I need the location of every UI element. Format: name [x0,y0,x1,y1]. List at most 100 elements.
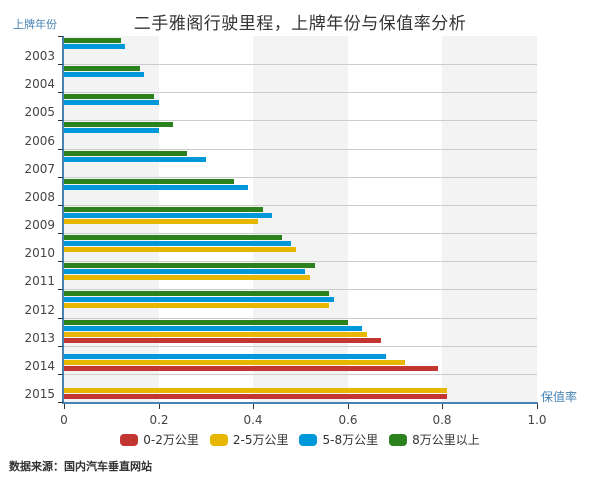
bar-2011-2-5万公里[interactable] [64,275,310,280]
legend-swatch [209,433,228,446]
y-tick [58,374,63,375]
x-tick [159,404,160,409]
data-source-note: 数据来源：国内汽车垂直网站 [9,460,152,473]
grid-line [64,233,537,234]
x-tick [348,404,349,409]
y-tick [58,92,63,93]
grid-line [64,289,537,290]
bar-2007-5-8万公里[interactable] [64,157,206,162]
bar-2013-2-5万公里[interactable] [64,332,367,337]
bar-2015-2-5万公里[interactable] [64,388,447,393]
bar-2007-8万公里以上[interactable] [64,151,187,156]
bar-2009-2-5万公里[interactable] [64,219,258,224]
x-tick [253,404,254,409]
bar-2006-5-8万公里[interactable] [64,128,159,133]
y-tick-label: 2009 [24,218,55,232]
y-tick [58,64,63,65]
bar-2011-8万公里以上[interactable] [64,263,315,268]
legend-label: 0-2万公里 [143,433,199,447]
bar-2005-8万公里以上[interactable] [64,94,154,99]
y-tick-label: 2004 [24,77,55,91]
y-tick-label: 2005 [24,105,55,119]
y-tick [58,261,63,262]
bar-2014-2-5万公里[interactable] [64,360,405,365]
x-tick [537,404,538,409]
bar-2006-8万公里以上[interactable] [64,122,173,127]
grid-line [64,92,537,93]
x-tick-label: 0 [60,413,68,427]
y-tick-label: 2015 [24,387,55,401]
legend-item-2[interactable]: 5-8万公里 [299,431,378,448]
legend-item-3[interactable]: 8万公里以上 [389,431,480,448]
y-tick [58,36,63,37]
y-tick-label: 2003 [24,49,55,63]
y-tick [58,402,63,403]
x-tick-label: 0.6 [338,413,358,427]
grid-line [64,374,537,375]
bar-2005-5-8万公里[interactable] [64,100,159,105]
bar-2010-2-5万公里[interactable] [64,247,296,252]
legend-swatch [299,433,318,446]
y-tick-label: 2014 [24,359,55,373]
grid-band [442,36,537,402]
bar-2010-8万公里以上[interactable] [64,235,282,240]
y-axis-line [62,36,64,404]
y-tick [58,318,63,319]
bar-2011-5-8万公里[interactable] [64,269,305,274]
x-tick [64,404,65,409]
x-tick-label: 0.4 [243,413,263,427]
x-tick-label: 0.8 [432,413,452,427]
legend-swatch [389,433,408,446]
y-tick-label: 2011 [24,274,55,288]
bar-2004-5-8万公里[interactable] [64,72,144,77]
legend-label: 2-5万公里 [232,433,289,447]
grid-line [64,149,537,150]
bar-2014-5-8万公里[interactable] [64,354,386,359]
x-tick-label: 1.0 [527,413,547,427]
bar-2012-8万公里以上[interactable] [64,291,329,296]
x-axis-name: 保值率 [541,390,578,404]
legend-swatch [120,433,139,446]
y-tick-label: 2008 [24,190,55,204]
grid-line [64,346,537,347]
y-tick-label: 2013 [24,331,55,345]
grid-line [64,120,537,121]
chart-title: 二手雅阁行驶里程，上牌年份与保值率分析 [133,14,467,34]
bar-2013-0-2万公里[interactable] [64,338,381,343]
grid-line [64,205,537,206]
y-tick [58,233,63,234]
grid-band [347,36,443,402]
bar-2008-5-8万公里[interactable] [64,185,248,190]
bar-2013-8万公里以上[interactable] [64,320,348,325]
bar-2003-8万公里以上[interactable] [64,38,121,43]
y-tick [58,120,63,121]
bar-2015-0-2万公里[interactable] [64,394,447,399]
bar-2012-2-5万公里[interactable] [64,303,329,308]
legend-label: 8万公里以上 [412,433,480,447]
legend-item-1[interactable]: 2-5万公里 [209,431,289,448]
bar-2012-5-8万公里[interactable] [64,297,334,302]
bar-2010-5-8万公里[interactable] [64,241,291,246]
y-tick [58,205,63,206]
y-tick [58,289,63,290]
y-axis-name: 上牌年份 [13,18,57,31]
bar-2009-5-8万公里[interactable] [64,213,272,218]
legend-item-0[interactable]: 0-2万公里 [120,431,199,448]
y-tick [58,346,63,347]
y-tick-label: 2006 [24,134,55,148]
legend: 0-2万公里 2-5万公里 5-8万公里 8万公里以上 [0,431,600,448]
grid-line [64,64,537,65]
bar-2014-0-2万公里[interactable] [64,366,438,371]
grid-band [253,36,348,402]
bar-2009-8万公里以上[interactable] [64,207,263,212]
y-tick-label: 2007 [24,162,55,176]
bar-2003-5-8万公里[interactable] [64,44,125,49]
y-tick [58,149,63,150]
x-axis-line [62,402,538,404]
bar-2008-8万公里以上[interactable] [64,179,234,184]
bar-2004-8万公里以上[interactable] [64,66,140,71]
x-tick-label: 0.2 [149,413,169,427]
bar-2013-5-8万公里[interactable] [64,326,362,331]
grid-line [64,261,537,262]
y-tick-label: 2010 [24,246,55,260]
